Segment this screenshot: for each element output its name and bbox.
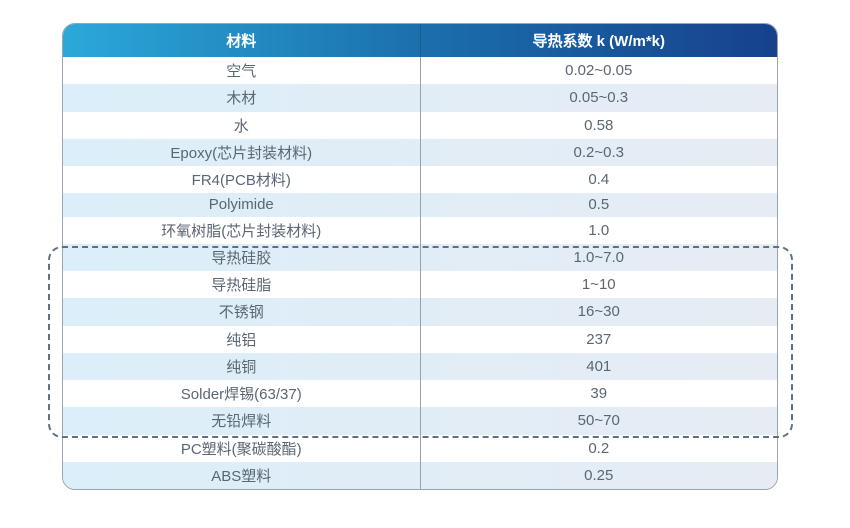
material-cell: 环氧树脂(芯片封装材料) [63,216,421,244]
table-row: 无铅焊料 50~70 [63,407,777,435]
material-cell: 木材 [63,84,421,112]
table-row: 纯铝 237 [63,325,777,353]
value-cell: 0.58 [584,116,614,134]
material-cell: 空气 [63,57,421,85]
value-cell: 0.5 [588,196,610,214]
material-cell: 水 [63,111,421,139]
material-cell: Polyimide [63,193,421,217]
material-cell: 无铅焊料 [63,407,421,435]
table-header-row: 材料 导热系数 k (W/m*k) [63,24,777,57]
material-cell: Solder焊锡(63/37) [63,380,421,408]
value-cell: 0.2 [588,439,610,457]
value-cell: 237 [586,330,612,348]
table-row: PC塑料(聚碳酸酯) 0.2 [63,434,777,462]
value-cell: 39 [590,385,608,403]
material-cell: 导热硅胶 [63,243,421,271]
value-cell: 1.0~7.0 [573,248,624,266]
header-cell-conductivity: 导热系数 k (W/m*k) [532,33,665,50]
table-row: 导热硅胶 1.0~7.0 [63,243,777,271]
table-row: Solder焊锡(63/37) 39 [63,380,777,408]
material-cell: PC塑料(聚碳酸酯) [63,434,421,462]
header-cell-material: 材料 [63,24,421,57]
value-cell: 1~10 [581,276,616,294]
value-cell: 0.2~0.3 [573,143,624,161]
value-cell: 0.05~0.3 [569,89,629,107]
table-row: 水 0.58 [63,111,777,139]
table-row: 纯铜 401 [63,352,777,380]
table-row: 环氧树脂(芯片封装材料) 1.0 [63,216,777,244]
table-row: 木材 0.05~0.3 [63,84,777,112]
value-cell: 0.4 [588,171,610,189]
material-cell: Epoxy(芯片封装材料) [63,138,421,166]
table-row: ABS塑料 0.25 [63,461,777,489]
material-cell: 不锈钢 [63,298,421,326]
value-cell: 401 [586,357,612,375]
table-row: Polyimide 0.5 [63,193,777,217]
table-rows: 空气 0.02~0.05 木材 0.05~0.3 水 0.58 Epoxy(芯片封装材料) 0… [63,57,777,489]
material-cell: FR4(PCB材料) [63,166,421,194]
material-cell: 导热硅脂 [63,271,421,299]
value-cell: 16~30 [577,303,620,321]
material-cell: ABS塑料 [63,461,421,489]
table-row: FR4(PCB材料) 0.4 [63,166,777,194]
table-row: 导热硅脂 1~10 [63,271,777,299]
table-row: Epoxy(芯片封装材料) 0.2~0.3 [63,138,777,166]
material-cell: 纯铝 [63,325,421,353]
value-cell: 0.25 [584,466,614,484]
material-cell: 纯铜 [63,352,421,380]
value-cell: 1.0 [588,221,610,239]
table-row: 空气 0.02~0.05 [63,57,777,85]
value-cell: 50~70 [577,412,620,430]
table-row: 不锈钢 16~30 [63,298,777,326]
conductivity-table: 材料 导热系数 k (W/m*k) 空气 0.02~0.05 木材 0.05~0.3 水… [62,23,778,490]
value-cell: 0.02~0.05 [565,62,633,80]
